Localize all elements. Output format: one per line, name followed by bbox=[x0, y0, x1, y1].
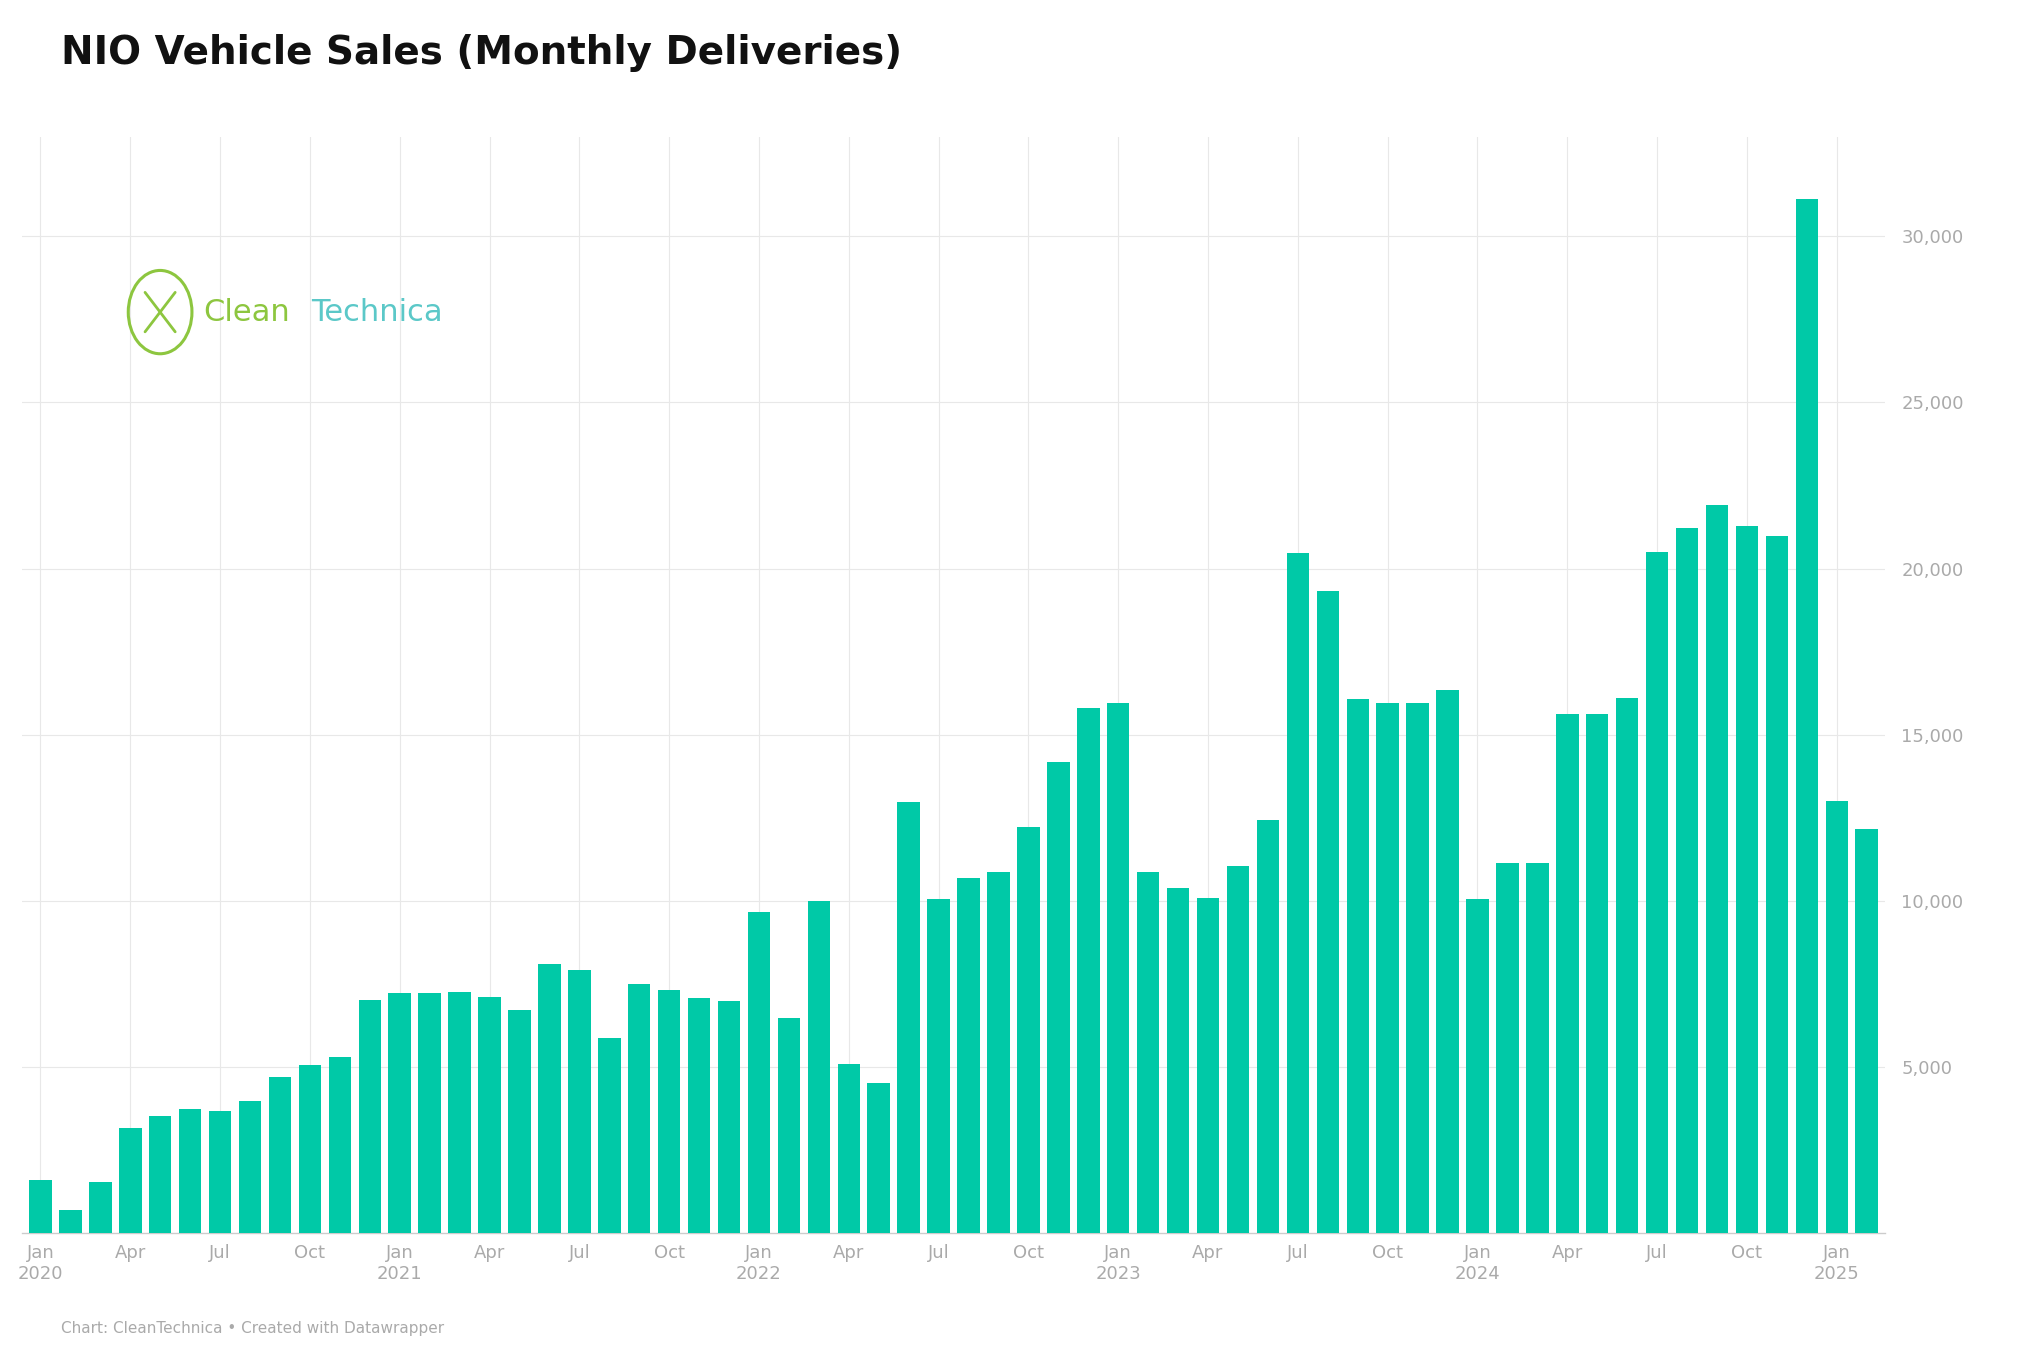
Bar bbox=[269, 1076, 292, 1233]
Bar bbox=[1556, 714, 1578, 1233]
Text: Clean: Clean bbox=[204, 297, 290, 327]
Bar bbox=[59, 1210, 82, 1233]
Bar bbox=[359, 1000, 381, 1233]
Text: Chart: CleanTechnica • Created with Datawrapper: Chart: CleanTechnica • Created with Data… bbox=[61, 1321, 445, 1336]
Bar bbox=[149, 1115, 171, 1233]
Bar bbox=[1405, 703, 1427, 1233]
Bar bbox=[1166, 888, 1189, 1233]
Bar bbox=[567, 969, 589, 1233]
Bar bbox=[328, 1057, 351, 1233]
Bar bbox=[1046, 763, 1068, 1233]
Bar bbox=[718, 1002, 740, 1233]
Bar bbox=[987, 872, 1009, 1233]
Bar bbox=[956, 879, 979, 1233]
Bar bbox=[179, 1109, 202, 1233]
Bar bbox=[597, 1038, 620, 1233]
Bar bbox=[1197, 899, 1219, 1233]
Text: Technica: Technica bbox=[310, 297, 442, 327]
Bar bbox=[90, 1182, 112, 1233]
Bar bbox=[867, 1083, 889, 1233]
Bar bbox=[418, 992, 440, 1233]
Bar bbox=[777, 1018, 799, 1233]
Bar bbox=[1017, 827, 1040, 1233]
Bar bbox=[1107, 703, 1130, 1233]
Bar bbox=[1584, 714, 1607, 1233]
Bar bbox=[1495, 863, 1517, 1233]
Bar bbox=[208, 1111, 230, 1233]
Bar bbox=[1825, 800, 1847, 1233]
Bar bbox=[508, 1010, 530, 1233]
Bar bbox=[449, 992, 471, 1233]
Bar bbox=[538, 964, 561, 1233]
Bar bbox=[1256, 821, 1278, 1233]
Bar bbox=[748, 913, 771, 1233]
Bar bbox=[1376, 703, 1399, 1233]
Bar bbox=[118, 1128, 141, 1233]
Bar bbox=[928, 899, 950, 1233]
Bar bbox=[1466, 899, 1488, 1233]
Bar bbox=[1705, 504, 1727, 1233]
Bar bbox=[1794, 199, 1817, 1233]
Bar bbox=[298, 1065, 320, 1233]
Bar bbox=[1615, 698, 1637, 1233]
Text: NIO Vehicle Sales (Monthly Deliveries): NIO Vehicle Sales (Monthly Deliveries) bbox=[61, 34, 901, 72]
Bar bbox=[1855, 829, 1878, 1233]
Bar bbox=[239, 1102, 261, 1233]
Bar bbox=[1346, 699, 1368, 1233]
Bar bbox=[477, 996, 500, 1233]
Bar bbox=[387, 992, 410, 1233]
Bar bbox=[1766, 537, 1788, 1233]
Bar bbox=[897, 803, 920, 1233]
Bar bbox=[1225, 867, 1248, 1233]
Bar bbox=[1287, 553, 1309, 1233]
Bar bbox=[1674, 529, 1696, 1233]
Bar bbox=[1315, 591, 1338, 1233]
Bar bbox=[1645, 552, 1668, 1233]
Bar bbox=[838, 1064, 860, 1233]
Bar bbox=[1435, 690, 1458, 1233]
Bar bbox=[807, 902, 830, 1233]
Bar bbox=[1077, 707, 1099, 1233]
Bar bbox=[1525, 863, 1548, 1233]
Bar bbox=[1136, 872, 1158, 1233]
Bar bbox=[659, 990, 681, 1233]
Bar bbox=[628, 984, 650, 1233]
Bar bbox=[1735, 526, 1758, 1233]
Bar bbox=[687, 998, 710, 1233]
Bar bbox=[29, 1180, 51, 1233]
